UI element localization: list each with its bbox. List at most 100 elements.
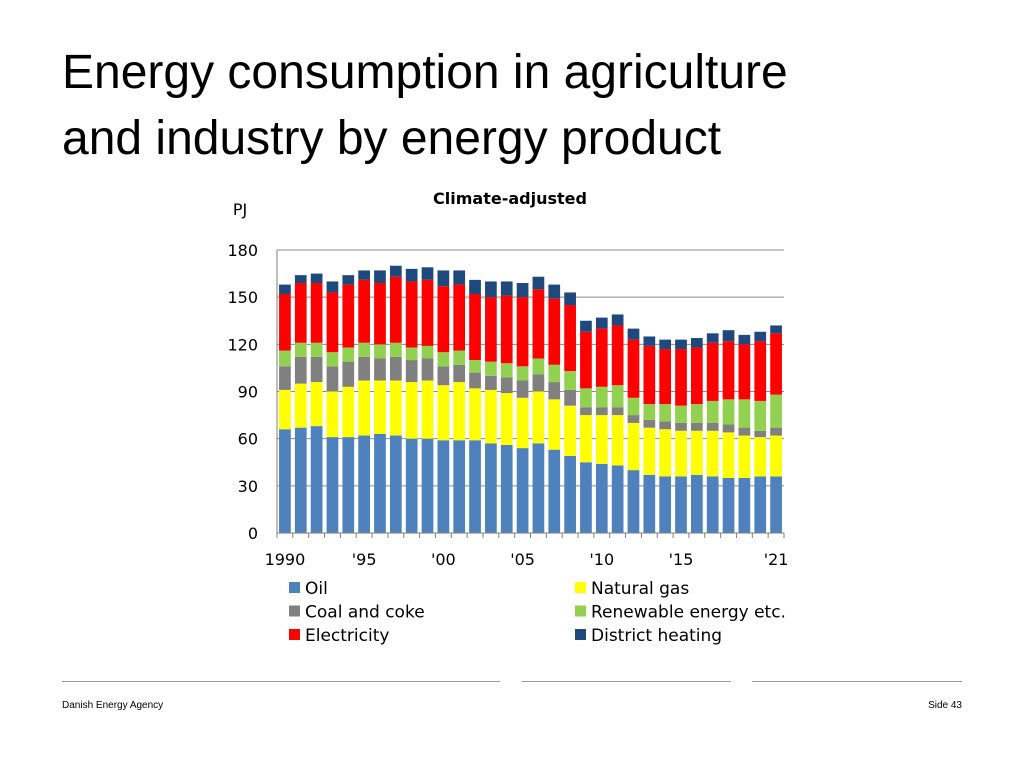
bar-segment-2002-2 (469, 372, 481, 389)
bar-segment-2012-3 (627, 397, 640, 416)
bar-segment-2003-0 (485, 443, 497, 533)
bar-segment-2000-1 (437, 385, 450, 441)
bar-segment-2015-3 (675, 405, 687, 423)
bar-segment-2001-0 (453, 440, 466, 533)
bar-segment-2008-1 (564, 405, 576, 456)
bar-segment-1993-4 (326, 292, 339, 353)
bar-segment-2020-5 (754, 331, 767, 342)
bar-segment-2004-0 (500, 444, 513, 533)
bar-segment-2004-1 (500, 393, 513, 445)
legend-label-4: Electricity (305, 626, 389, 646)
bar-segment-1998-2 (405, 360, 418, 383)
bar-segment-1997-3 (389, 342, 402, 357)
bar-segment-2013-4 (643, 345, 656, 405)
bar-segment-1995-1 (358, 380, 370, 436)
bar-segment-1998-4 (405, 281, 418, 348)
bar-segment-1991-0 (294, 427, 307, 533)
bar-segment-2001-2 (453, 364, 466, 383)
legend-label-0: Oil (305, 579, 328, 599)
bar-segment-2014-0 (659, 476, 672, 533)
bar-segment-1990-3 (279, 350, 291, 367)
bar-segment-1996-3 (374, 344, 386, 359)
bar-segment-2018-1 (722, 432, 735, 478)
bar-segment-2016-0 (691, 474, 703, 533)
bar-segment-2014-4 (659, 349, 672, 405)
bar-segment-2010-0 (595, 463, 608, 533)
bar-segment-2001-4 (453, 284, 466, 351)
bar-segment-2017-0 (706, 476, 719, 533)
bar-segment-2005-1 (516, 397, 529, 449)
bar-segment-2012-1 (627, 422, 640, 471)
bar-segment-2011-4 (611, 325, 624, 386)
bar-segment-2012-2 (627, 415, 640, 423)
bar-segment-2018-4 (722, 341, 735, 400)
bar-segment-1995-2 (358, 356, 370, 381)
bar-segment-2006-2 (532, 374, 545, 392)
bar-segment-2008-3 (564, 371, 576, 390)
bar-segment-1998-3 (405, 347, 418, 361)
bar-segment-2010-2 (595, 407, 608, 416)
footer-page-number: Side 43 (928, 700, 962, 711)
bar-segment-2017-2 (706, 422, 719, 431)
bar-segment-2000-4 (437, 286, 450, 353)
bar-segment-1993-5 (326, 281, 339, 293)
axes (276, 250, 785, 538)
bar-segment-1991-4 (294, 283, 307, 343)
bar-segment-2001-5 (453, 270, 466, 285)
bar-segment-1995-3 (358, 342, 370, 357)
y-tick-labels: 0 30 60 90 120 150 180 (227, 241, 258, 543)
bar-segment-1996-5 (374, 270, 386, 284)
bar-segment-2006-1 (532, 391, 545, 444)
bar-segment-2007-3 (548, 364, 561, 383)
bar-segment-2014-3 (659, 404, 672, 422)
bar-segment-1997-0 (389, 435, 402, 533)
bar-segment-1995-5 (358, 270, 370, 280)
bars (279, 265, 782, 533)
bar-segment-2003-1 (485, 389, 497, 444)
footer-organization: Danish Energy Agency (62, 700, 164, 711)
bar-segment-1998-0 (405, 438, 418, 533)
bar-segment-2015-5 (675, 339, 687, 350)
y-tick-label: 30 (238, 477, 258, 496)
bar-segment-1992-1 (310, 382, 323, 427)
bar-segment-2014-2 (659, 421, 672, 430)
bar-segment-2016-1 (691, 430, 703, 475)
bar-segment-1993-0 (326, 437, 339, 533)
bar-segment-2018-5 (722, 330, 735, 342)
bar-segment-2016-3 (691, 404, 703, 423)
legend-swatch-1 (575, 582, 586, 593)
bar-segment-2006-0 (532, 443, 545, 533)
bar-segment-2015-4 (675, 349, 687, 406)
bar-segment-2020-1 (754, 437, 767, 477)
legend-label-3: Renewable energy etc. (591, 603, 786, 623)
bar-segment-2007-1 (548, 399, 561, 450)
bar-segment-1992-3 (310, 342, 323, 357)
bar-segment-1994-4 (342, 284, 355, 348)
bar-segment-2016-5 (691, 338, 703, 348)
bar-segment-2008-5 (564, 292, 576, 306)
bar-segment-2021-2 (770, 427, 782, 436)
bar-segment-1999-5 (421, 267, 434, 280)
bar-segment-2016-2 (691, 422, 703, 431)
footer-divider-left (62, 681, 500, 682)
bar-segment-1995-4 (358, 279, 370, 343)
legend-swatch-4 (289, 629, 300, 640)
bar-segment-1992-4 (310, 283, 323, 343)
bar-segment-1997-1 (389, 380, 402, 436)
bar-segment-1999-0 (421, 438, 434, 533)
bar-segment-2015-1 (675, 430, 687, 477)
bar-segment-2021-1 (770, 435, 782, 477)
bar-segment-2013-1 (643, 427, 656, 475)
bar-segment-2002-3 (469, 360, 481, 373)
slide-title-line-2: and industry by energy product (62, 112, 722, 165)
x-tick-label: '95 (352, 550, 377, 569)
bar-segment-1990-1 (279, 389, 291, 430)
legend-label-2: Coal and coke (305, 603, 425, 623)
y-tick-label: 120 (227, 335, 258, 354)
bar-segment-2007-2 (548, 382, 561, 400)
bar-segment-2013-0 (643, 474, 656, 533)
bar-segment-2021-5 (770, 325, 782, 334)
bar-segment-2011-1 (611, 415, 624, 466)
slide-title: Energy consumption in agriculture and in… (62, 40, 962, 172)
bar-segment-2010-5 (595, 317, 608, 329)
